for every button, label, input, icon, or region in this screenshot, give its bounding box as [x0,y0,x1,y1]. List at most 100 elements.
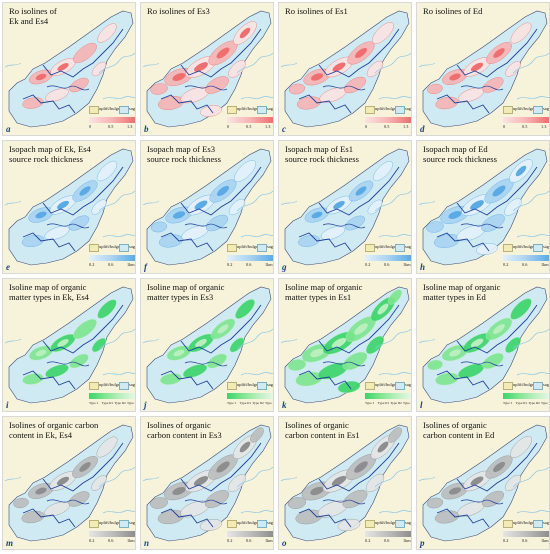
river-line [418,190,549,238]
isoline-zone [96,436,118,458]
isoline-core [333,200,345,210]
legend-tick-label: Type II1 [239,401,252,405]
fault-line [42,166,124,216]
legend-ticks: 0 0.5 1.3 [503,124,549,131]
legend-tick-label: Type II2 [114,401,126,405]
isoline-zone [427,83,443,95]
legend-tick-label: Type I [503,401,512,405]
isoline-zone [68,491,90,507]
sag-label: sag [405,520,411,525]
legend-tick-label: 1km [541,262,549,267]
legend-tick-label: 0.6 [522,538,528,543]
legend-tick-label: 0.6 [384,262,390,267]
legend-tick-label: 0.5 [522,124,528,129]
panel-legend: uplift/bulge sag 0.2 0.6 1km [365,243,411,271]
river-line [280,52,411,100]
uplift-swatch [503,244,513,252]
map-g [279,141,411,273]
legend-tick-label: Type II1 [377,401,390,405]
fault-line [436,370,490,390]
map-i [3,279,135,411]
fault-line [42,28,124,78]
fault-line [322,361,366,367]
panel-legend: uplift/bulge sag 0 0.5 1.3 [227,105,273,133]
legend-row: uplift/bulge sag [89,381,135,390]
isoline-core [193,476,209,486]
panel-legend: uplift/bulge sag 0.2 0.6 1km [89,243,135,271]
map-f [141,141,273,273]
panel-letter: b [144,124,149,134]
legend-tick-label: Type III [127,401,135,405]
isoline-core [470,338,484,348]
uplift-swatch [365,106,375,114]
map-a [3,3,135,135]
legend-ticks: 0.2 0.6 1km [227,538,273,545]
map-panel-f: Isopach map of Es3 source rock thickness… [140,140,274,274]
uplift-label: uplift/bulge [375,382,396,387]
panel-title: Isolines of organic carbon content in Ek… [9,420,99,440]
panel-title: Isoline map of organic matter types in E… [9,282,89,302]
legend-tick-label: 0.5 [246,124,252,129]
uplift-label: uplift/bulge [375,520,396,525]
fault-line [318,442,400,492]
panel-title: Isoline map of organic matter types in E… [147,282,225,302]
sag-label: sag [543,520,549,525]
isoline-core [172,211,186,219]
fault-line [436,508,490,528]
sag-label: sag [267,382,273,387]
fault-line [22,232,76,252]
legend-tick-label: 1km [541,538,549,543]
isoline-zone [365,335,385,355]
isoline-zone [343,76,367,94]
legend-tick-label: Type II2 [252,401,264,405]
uplift-label: uplift/bulge [99,382,120,387]
panel-title: Isolines of organic carbon content in Ed [423,420,495,440]
fault-line [184,223,228,229]
map-panel-p: Isolines of organic carbon content in Ed… [416,416,550,550]
fault-line [460,499,504,505]
isoline-zone [69,353,89,369]
legend-row: uplift/bulge sag [227,519,273,528]
panel-letter: i [6,400,9,410]
panel-title: Isopach map of Es1 source rock thickness [285,144,359,164]
panel-letter: a [6,124,11,134]
isoline-zone [97,299,117,319]
isoline-core [79,186,91,196]
sag-swatch [119,106,129,114]
legend-tick-label: 0.2 [503,538,509,543]
sag-swatch [257,244,267,252]
river-line [4,466,135,514]
isoline-zone [150,83,168,95]
isoline-zone [96,160,118,182]
map-panel-c: Ro isolines of Es1 c uplift/bulge sag 0 0.5 1.… [278,2,412,136]
river-line [4,52,135,100]
legend-ticks: 0.2 0.6 1km [89,538,135,545]
isoline-core [448,211,462,219]
panel-title: Isoline map of organic matter types in E… [285,282,363,302]
fault-line [46,499,90,505]
map-n [141,417,273,549]
uplift-label: uplift/bulge [237,244,258,249]
river-line [280,328,411,376]
legend-color-ramp [365,255,411,261]
isoline-core [310,348,324,358]
fault-line [460,85,504,91]
fault-line [180,166,262,216]
legend-color-ramp [503,531,549,537]
fault-line [298,370,352,390]
sag-swatch [395,382,405,390]
isoline-core [216,47,230,59]
isoline-zone [229,337,245,353]
sag-swatch [119,520,129,528]
isoline-zone [505,337,521,353]
fault-line [46,223,90,229]
legend-tick-label: 0.2 [365,262,371,267]
legend-tick-label: 0.6 [246,262,252,267]
fault-line [22,508,76,528]
legend-tick-label: 1km [403,538,411,543]
isoline-zone [91,337,107,353]
isoline-zone [427,359,443,371]
